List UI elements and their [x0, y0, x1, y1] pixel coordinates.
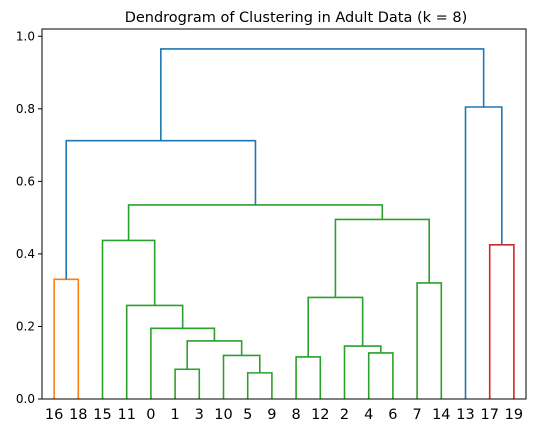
leaf-label: 12: [311, 407, 329, 423]
leaf-label: 9: [267, 407, 276, 423]
y-axis: 0.0 0.2 0.4 0.6 0.8 1.0: [16, 29, 42, 406]
dendrogram-link: [488, 244, 515, 399]
leaf-label: 19: [505, 407, 523, 423]
leaf-label: 13: [456, 407, 474, 423]
leaf-label: 10: [214, 407, 232, 423]
y-tick-label: 0.2: [16, 319, 35, 333]
leaf-label: 1: [170, 407, 179, 423]
dendrogram-link: [125, 304, 184, 399]
leaf-label: 3: [195, 407, 204, 423]
dendrogram-link: [416, 282, 443, 399]
leaf-label: 0: [146, 407, 155, 423]
leaf-label: 14: [432, 407, 450, 423]
dendrogram-links: [53, 48, 515, 399]
dendrogram-link: [174, 368, 201, 399]
leaf-label: 18: [69, 407, 87, 423]
leaf-label: 2: [340, 407, 349, 423]
leaf-label: 5: [243, 407, 252, 423]
plot-frame: [41, 28, 527, 400]
leaf-label: 4: [364, 407, 373, 423]
dendrogram-link: [343, 345, 382, 399]
leaf-label: 15: [93, 407, 111, 423]
dendrogram-link: [367, 352, 394, 399]
dendrogram-link: [127, 204, 384, 241]
dendrogram-link: [464, 106, 503, 399]
y-tick-label: 0.4: [16, 247, 35, 261]
dendrogram-link: [246, 372, 273, 399]
dendrogram-link: [160, 48, 485, 141]
dendrogram-link: [53, 278, 80, 399]
dendrogram-link: [222, 354, 261, 399]
dendrogram-link: [307, 296, 364, 357]
dendrogram-link: [65, 139, 257, 280]
dendrogram-link: [295, 356, 322, 399]
leaf-label: 17: [480, 407, 498, 423]
dendrogram-link: [101, 239, 156, 399]
leaf-label: 11: [117, 407, 135, 423]
leaf-label: 8: [291, 407, 300, 423]
chart-title: Dendrogram of Clustering in Adult Data (…: [125, 10, 468, 26]
x-axis: 16 18 15 11 0 1 3 10 5 9 8 12 2 4 6 7 14 13 17 19: [45, 407, 523, 423]
y-tick-label: 0.8: [16, 102, 35, 116]
y-tick-label: 0.6: [16, 174, 35, 188]
dendrogram-link: [150, 327, 216, 399]
leaf-label: 16: [45, 407, 63, 423]
y-tick-label: 0.0: [16, 392, 35, 406]
leaf-label: 7: [412, 407, 421, 423]
leaf-label: 6: [388, 407, 397, 423]
dendrogram-link: [186, 340, 243, 370]
y-tick-label: 1.0: [16, 29, 35, 43]
dendrogram-link: [334, 218, 430, 298]
